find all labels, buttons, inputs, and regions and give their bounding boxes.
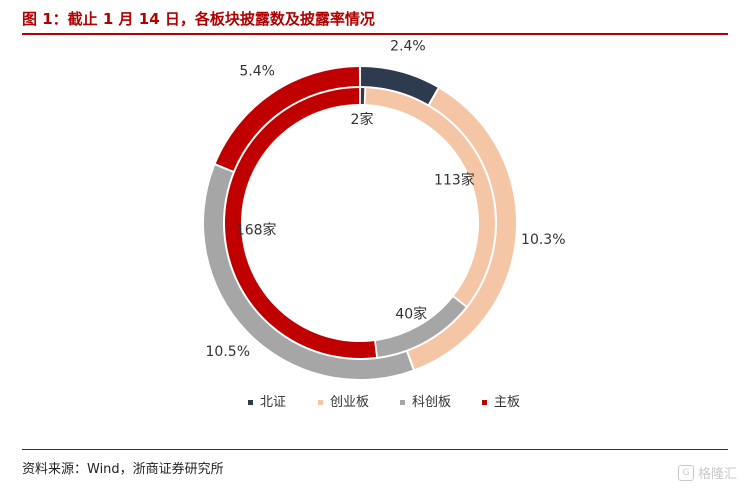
donut-chart: 2.4% 10.3% 10.5% 5.4% 2家 113家 40家 168家 北证 创业板 科创板… — [204, 40, 566, 410]
inner-label-2: 40家 — [395, 305, 427, 322]
outer-slice-0 — [360, 67, 438, 105]
title-divider — [22, 33, 728, 35]
legend-label-3: 主板 — [494, 395, 520, 410]
inner-slice-0 — [360, 88, 365, 105]
legend-label-0: 北证 — [260, 395, 286, 410]
outer-ring — [204, 67, 516, 379]
inner-label-3: 168家 — [236, 222, 277, 239]
source-divider — [22, 449, 728, 450]
page-title: 图 1：截止 1 月 14 日，各板块披露数及披露率情况 — [22, 10, 375, 28]
outer-label-2: 10.5% — [206, 344, 250, 360]
inner-label-1: 113家 — [434, 171, 475, 188]
outer-slice-2 — [204, 165, 413, 379]
legend-swatch-2 — [400, 400, 405, 405]
legend-swatch-1 — [318, 400, 323, 405]
outer-slice-3 — [215, 67, 360, 171]
inner-label-0: 2家 — [351, 111, 374, 128]
legend-swatch-3 — [482, 400, 487, 405]
outer-label-0: 2.4% — [390, 40, 426, 54]
inner-slice-2 — [375, 297, 466, 357]
watermark-logo-icon: G — [677, 464, 694, 481]
legend-label-1: 创业板 — [330, 395, 369, 410]
legend-label-2: 科创板 — [412, 395, 451, 410]
outer-label-1: 10.3% — [521, 232, 565, 248]
source-note: 资料来源：Wind，浙商证券研究所 — [22, 462, 224, 477]
watermark: G 格隆汇 — [677, 463, 737, 482]
inner-slice-1 — [365, 88, 495, 306]
chart-legend: 北证 创业板 科创板 主板 — [248, 395, 520, 410]
outer-label-3: 5.4% — [239, 63, 275, 79]
legend-swatch-0 — [248, 400, 253, 405]
watermark-text: 格隆汇 — [697, 467, 737, 482]
outer-slice-1 — [408, 88, 516, 370]
data-labels: 2.4% 10.3% 10.5% 5.4% 2家 113家 40家 168家 — [206, 40, 566, 360]
inner-ring — [225, 88, 495, 358]
